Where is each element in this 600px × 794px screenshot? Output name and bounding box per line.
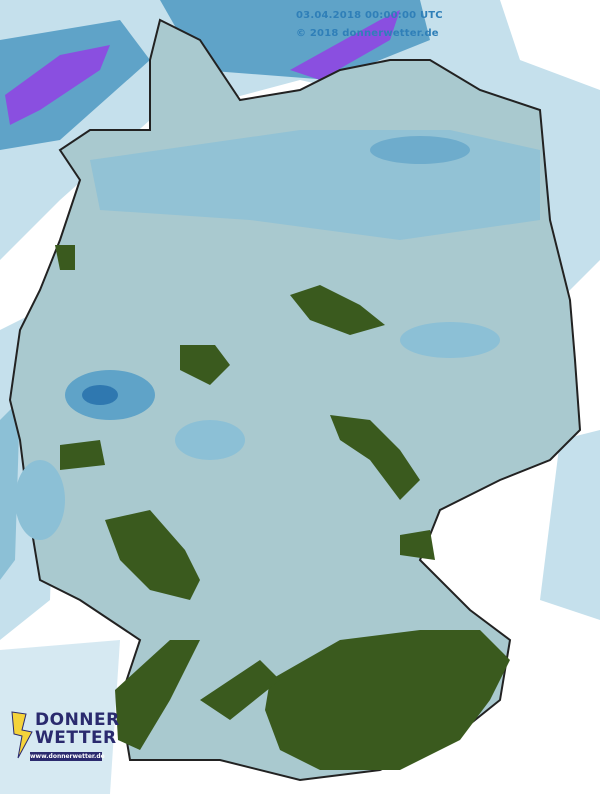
logo-line1: DONNER [35,710,120,730]
copyright: © 2018 donnerwetter.de [296,28,439,39]
logo-url: www.donnerwetter.de [30,752,105,761]
timestamp: 03.04.2018 00:00:00 UTC [296,10,443,21]
lightning-bolt-icon [11,711,33,759]
outside-heavy-precipitation [0,0,430,580]
logo-line2: WETTER [35,728,117,748]
donnerwetter-logo: DONNER WETTER www.donnerwetter.de [8,708,119,766]
high-terrain [55,245,510,770]
land-precipitation [15,130,540,540]
